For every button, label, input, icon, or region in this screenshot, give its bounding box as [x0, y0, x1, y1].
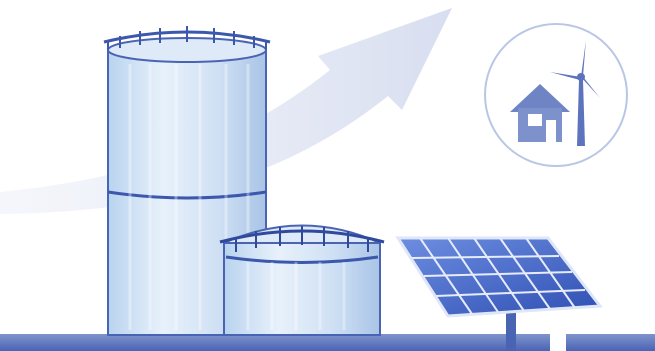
- energy-badge: [484, 23, 628, 167]
- solar-panel-icon: [395, 236, 603, 351]
- wind-turbine-icon: [550, 40, 600, 146]
- house-icon: [510, 84, 570, 142]
- growth-arrow: [0, 8, 452, 214]
- storage-tank-icon: [219, 224, 385, 336]
- short-tank: [219, 224, 385, 336]
- pipeline-icon: [0, 334, 550, 351]
- ground-pipe: [0, 334, 655, 351]
- arrow-up-right-icon: [0, 8, 452, 214]
- solar-panel: [395, 236, 603, 351]
